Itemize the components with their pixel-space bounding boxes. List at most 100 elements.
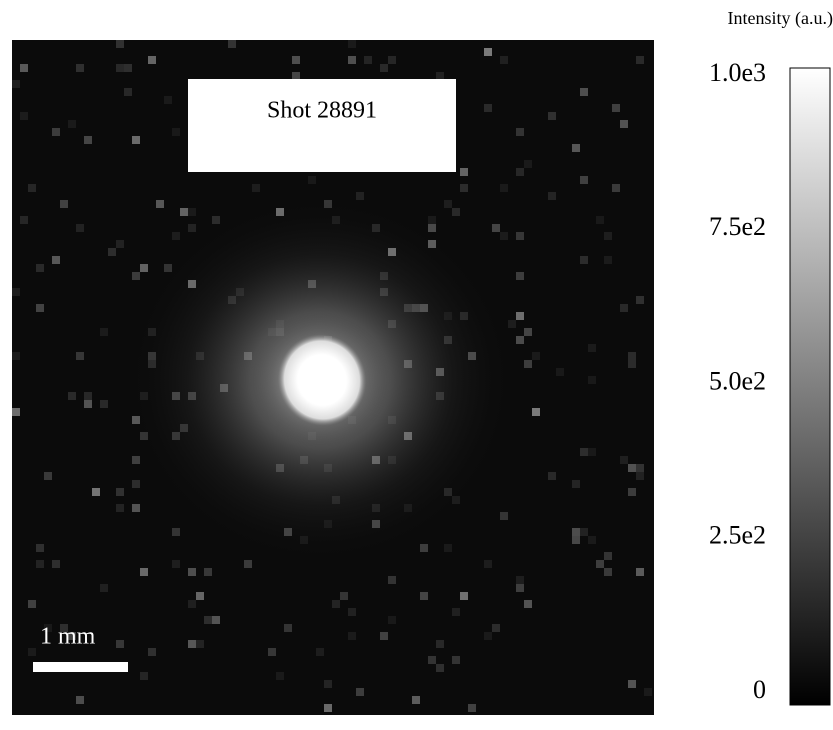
noise-pixel <box>356 688 364 696</box>
noise-pixel <box>620 304 628 312</box>
noise-pixel <box>580 528 588 536</box>
noise-pixel <box>324 680 332 688</box>
noise-pixel <box>124 64 132 72</box>
noise-pixel <box>500 232 508 240</box>
noise-pixel <box>148 56 156 64</box>
noise-pixel <box>532 408 540 416</box>
noise-pixel <box>452 608 460 616</box>
noise-pixel <box>572 528 580 536</box>
noise-pixel <box>628 360 636 368</box>
noise-pixel <box>132 136 140 144</box>
noise-pixel <box>436 72 444 80</box>
noise-pixel <box>172 232 180 240</box>
noise-pixel <box>164 96 172 104</box>
noise-pixel <box>516 272 524 280</box>
noise-pixel <box>132 272 140 280</box>
noise-pixel <box>516 232 524 240</box>
noise-pixel <box>524 160 532 168</box>
noise-pixel <box>380 64 388 72</box>
noise-pixel <box>420 592 428 600</box>
noise-pixel <box>604 568 612 576</box>
noise-pixel <box>188 568 196 576</box>
noise-pixel <box>332 600 340 608</box>
noise-pixel <box>468 704 476 712</box>
noise-pixel <box>132 456 140 464</box>
noise-pixel <box>172 128 180 136</box>
noise-pixel <box>500 56 508 64</box>
noise-pixel <box>628 488 636 496</box>
noise-pixel <box>292 56 300 64</box>
noise-pixel <box>84 400 92 408</box>
noise-pixel <box>36 544 44 552</box>
noise-pixel <box>148 648 156 656</box>
colorbar-tick-label: 2.5e2 <box>709 521 766 550</box>
noise-pixel <box>604 232 612 240</box>
colorbar-tick-label: 5.0e2 <box>709 366 766 395</box>
noise-pixel <box>580 256 588 264</box>
noise-pixel <box>556 368 564 376</box>
colorbar-tick-label: 1.0e3 <box>709 58 766 87</box>
colorbar <box>790 68 830 705</box>
noise-pixel <box>484 48 492 56</box>
noise-pixel <box>188 600 196 608</box>
colorbar-tick-label: 7.5e2 <box>709 212 766 241</box>
noise-pixel <box>500 512 508 520</box>
noise-pixel <box>636 296 644 304</box>
noise-pixel <box>268 648 276 656</box>
noise-pixel <box>636 464 644 472</box>
noise-pixel <box>572 144 580 152</box>
noise-pixel <box>484 560 492 568</box>
noise-pixel <box>60 200 68 208</box>
noise-pixel <box>484 104 492 112</box>
noise-pixel <box>348 56 356 64</box>
noise-pixel <box>460 184 468 192</box>
noise-pixel <box>140 264 148 272</box>
noise-pixel <box>388 576 396 584</box>
noise-pixel <box>588 536 596 544</box>
noise-pixel <box>28 184 36 192</box>
noise-pixel <box>228 40 236 48</box>
noise-pixel <box>452 208 460 216</box>
noise-pixel <box>636 56 644 64</box>
noise-pixel <box>100 400 108 408</box>
noise-pixel <box>212 616 220 624</box>
noise-pixel <box>444 544 452 552</box>
noise-pixel <box>364 56 372 64</box>
noise-pixel <box>68 392 76 400</box>
noise-pixel <box>68 120 76 128</box>
noise-pixel <box>116 504 124 512</box>
noise-pixel <box>108 248 116 256</box>
noise-pixel <box>132 480 140 488</box>
noise-pixel <box>52 256 60 264</box>
noise-pixel <box>204 568 212 576</box>
noise-pixel <box>212 216 220 224</box>
noise-pixel <box>532 352 540 360</box>
noise-pixel <box>28 600 36 608</box>
noise-pixel <box>548 112 556 120</box>
noise-pixel <box>516 168 524 176</box>
noise-pixel <box>180 208 188 216</box>
noise-pixel <box>524 328 532 336</box>
noise-pixel <box>516 336 524 344</box>
noise-pixel <box>620 120 628 128</box>
noise-pixel <box>324 704 332 712</box>
noise-pixel <box>380 632 388 640</box>
noise-pixel <box>204 616 212 624</box>
noise-pixel <box>84 136 92 144</box>
noise-pixel <box>628 464 636 472</box>
noise-pixel <box>596 560 604 568</box>
noise-pixel <box>100 328 108 336</box>
noise-pixel <box>76 64 84 72</box>
noise-pixel <box>636 472 644 480</box>
noise-pixel <box>116 488 124 496</box>
noise-pixel <box>612 104 620 112</box>
noise-pixel <box>140 568 148 576</box>
noise-pixel <box>524 360 532 368</box>
noise-pixel <box>628 352 636 360</box>
noise-pixel <box>436 664 444 672</box>
noise-pixel <box>572 536 580 544</box>
noise-pixel <box>452 656 460 664</box>
noise-pixel <box>20 64 28 72</box>
noise-pixel <box>484 632 492 640</box>
colorbar-tick-label: 0 <box>753 675 766 704</box>
